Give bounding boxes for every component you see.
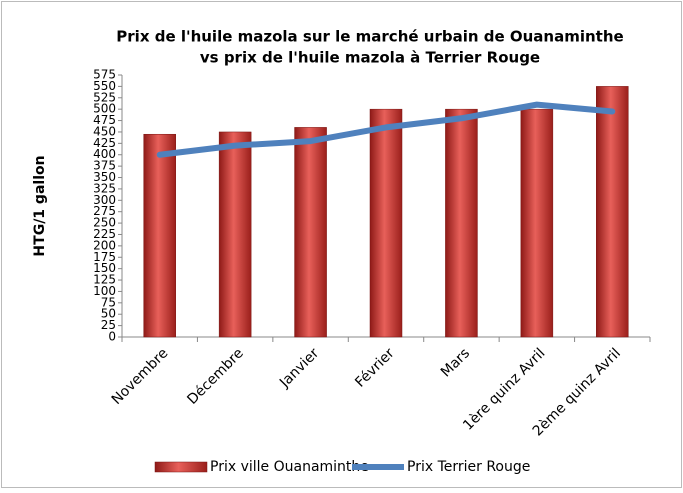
legend-swatch: [154, 461, 208, 473]
y-tick-label: 175: [93, 250, 116, 264]
y-tick-label: 25: [101, 318, 116, 332]
y-tick-label: 375: [93, 159, 116, 173]
bar: [294, 127, 327, 338]
y-tick-label: 225: [93, 227, 116, 241]
bar: [369, 108, 403, 338]
bar: [596, 86, 629, 338]
y-tick-label: 250: [93, 216, 116, 230]
y-tick-label: 550: [93, 79, 116, 93]
y-tick-label: 150: [93, 261, 116, 275]
y-tick-label: 0: [108, 330, 116, 344]
y-tick-label: 350: [93, 170, 116, 184]
y-tick-label: 525: [93, 90, 116, 104]
bar: [143, 133, 176, 338]
chart-title: Prix de l'huile mazola sur le marché urb…: [116, 28, 623, 46]
y-tick-label: 50: [101, 307, 116, 321]
y-tick-label: 500: [93, 102, 116, 116]
chart-title: vs prix de l'huile mazola à Terrier Roug…: [200, 49, 540, 67]
y-tick-label: 200: [93, 238, 116, 252]
y-tick-label: 450: [93, 124, 116, 138]
y-tick-label: 425: [93, 136, 116, 150]
y-tick-label: 575: [93, 68, 116, 82]
line: [156, 101, 616, 158]
legend-label: Prix Terrier Rouge: [407, 459, 530, 475]
bar: [445, 108, 478, 338]
y-tick-label: 300: [93, 193, 116, 207]
y-tick-label: 400: [93, 147, 116, 161]
bar: [520, 108, 554, 338]
legend-label: Prix ville Ouanaminthe: [210, 459, 369, 475]
y-tick-label: 75: [101, 295, 116, 309]
y-tick-label: 475: [93, 113, 116, 127]
y-tick-label: 325: [93, 181, 116, 195]
y-tick-label: 100: [93, 284, 116, 298]
y-tick-label: 125: [93, 273, 116, 287]
y-tick-label: 275: [93, 204, 116, 218]
bar: [218, 131, 252, 338]
y-axis-label: HTG/1 gallon: [32, 155, 48, 256]
